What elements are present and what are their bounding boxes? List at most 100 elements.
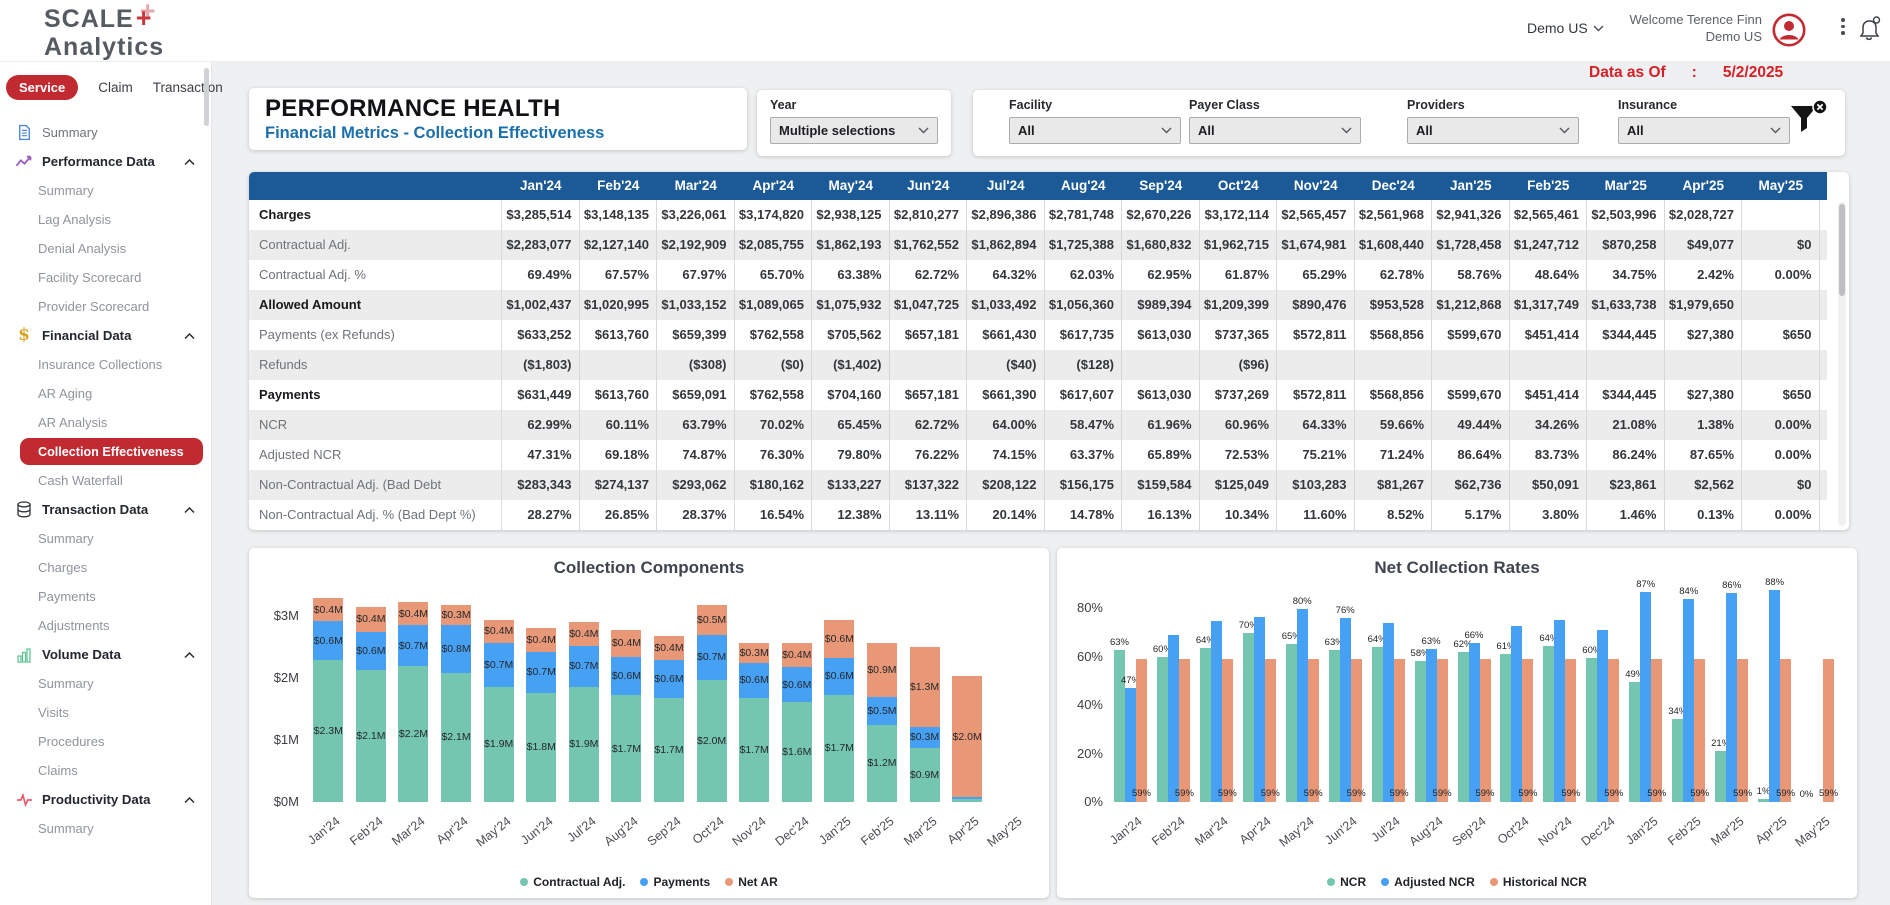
bar-historical-ncr[interactable]	[1737, 659, 1749, 802]
insurance-filter-dropdown[interactable]: All	[1618, 117, 1790, 144]
sidebar-subitem-summary[interactable]: Summary	[0, 176, 211, 205]
bar-segment-net-ar[interactable]	[739, 642, 770, 663]
bar-historical-ncr[interactable]	[1608, 659, 1620, 802]
payer-class-filter-dropdown[interactable]: All	[1189, 117, 1361, 144]
bar-ncr[interactable]	[1371, 647, 1383, 802]
tab-transaction[interactable]: Transaction	[152, 80, 223, 95]
sidebar-subitem-summary[interactable]: Summary	[0, 814, 211, 843]
chevron-up-icon[interactable]	[184, 153, 195, 171]
bar-segment-net-ar[interactable]	[568, 622, 599, 646]
bar-historical-ncr[interactable]	[1436, 659, 1448, 802]
bar-segment-contractual-adj-[interactable]	[866, 724, 897, 802]
bar-segment-payments[interactable]	[483, 642, 514, 687]
bar-ncr[interactable]	[1672, 719, 1684, 802]
bar-segment-net-ar[interactable]	[866, 642, 897, 697]
bar-historical-ncr[interactable]	[1135, 659, 1147, 802]
table-scrollbar-thumb[interactable]	[1839, 204, 1845, 296]
bar-adjusted-ncr[interactable]	[1339, 617, 1351, 802]
bar-segment-net-ar[interactable]	[952, 676, 983, 798]
bar-segment-contractual-adj-[interactable]	[355, 670, 386, 802]
bar-segment-payments[interactable]	[866, 696, 897, 725]
sidebar-subitem-payments[interactable]: Payments	[0, 582, 211, 611]
sidebar-subitem-provider-scorecard[interactable]: Provider Scorecard	[0, 292, 211, 321]
providers-filter-dropdown[interactable]: All	[1407, 117, 1579, 144]
sidebar-subitem-visits[interactable]: Visits	[0, 698, 211, 727]
bar-segment-contractual-adj-[interactable]	[781, 702, 812, 802]
clear-filters-funnel-icon[interactable]	[1787, 98, 1831, 145]
bar-segment-contractual-adj-[interactable]	[739, 698, 770, 802]
bar-segment-payments[interactable]	[696, 634, 727, 681]
bar-historical-ncr[interactable]	[1565, 659, 1577, 802]
more-options-icon[interactable]	[1836, 18, 1850, 44]
bar-ncr[interactable]	[1285, 643, 1297, 802]
bar-historical-ncr[interactable]	[1307, 659, 1319, 802]
bar-segment-contractual-adj-[interactable]	[526, 692, 557, 802]
bar-historical-ncr[interactable]	[1823, 659, 1835, 802]
bar-segment-payments[interactable]	[526, 651, 557, 693]
bar-segment-contractual-adj-[interactable]	[909, 748, 940, 802]
bar-ncr[interactable]	[1758, 798, 1770, 802]
bar-segment-contractual-adj-[interactable]	[654, 697, 684, 802]
sidebar-subitem-summary[interactable]: Summary	[0, 524, 211, 553]
bar-segment-net-ar[interactable]	[441, 605, 472, 626]
bar-historical-ncr[interactable]	[1350, 659, 1362, 802]
bar-segment-payments[interactable]	[781, 667, 812, 703]
year-filter-dropdown[interactable]: Multiple selections	[770, 117, 938, 144]
sidebar-item-summary[interactable]: Summary	[0, 118, 211, 147]
bar-segment-contractual-adj-[interactable]	[696, 680, 727, 802]
bar-historical-ncr[interactable]	[1522, 659, 1534, 802]
sidebar-subitem-collection-effectiveness[interactable]: Collection Effectiveness	[20, 438, 203, 465]
sidebar-subitem-lag-analysis[interactable]: Lag Analysis	[0, 205, 211, 234]
bar-adjusted-ncr[interactable]	[1382, 622, 1394, 802]
bar-ncr[interactable]	[1199, 647, 1211, 802]
bar-segment-net-ar[interactable]	[355, 606, 386, 633]
bar-historical-ncr[interactable]	[1479, 659, 1491, 802]
notifications-bell-icon[interactable]	[1858, 16, 1882, 47]
bar-adjusted-ncr[interactable]	[1640, 592, 1652, 802]
sidebar-item-financial-data[interactable]: $ Financial Data	[0, 321, 211, 350]
sidebar-item-transaction-data[interactable]: Transaction Data	[0, 495, 211, 524]
sidebar-subitem-denial-analysis[interactable]: Denial Analysis	[0, 234, 211, 263]
bar-segment-payments[interactable]	[441, 625, 472, 673]
chevron-up-icon[interactable]	[184, 646, 195, 664]
bar-segment-payments[interactable]	[824, 657, 855, 695]
bar-segment-net-ar[interactable]	[696, 605, 727, 635]
bar-segment-net-ar[interactable]	[313, 598, 344, 622]
bar-ncr[interactable]	[1629, 682, 1641, 802]
sidebar-item-productivity-data[interactable]: Productivity Data	[0, 785, 211, 814]
bar-adjusted-ncr[interactable]	[1124, 687, 1136, 802]
bar-adjusted-ncr[interactable]	[1769, 589, 1781, 802]
bar-historical-ncr[interactable]	[1780, 659, 1792, 802]
bar-segment-contractual-adj-[interactable]	[824, 694, 855, 802]
bar-adjusted-ncr[interactable]	[1468, 642, 1480, 802]
bar-segment-net-ar[interactable]	[611, 629, 642, 657]
sidebar-subitem-ar-aging[interactable]: AR Aging	[0, 379, 211, 408]
bar-segment-payments[interactable]	[739, 662, 770, 699]
bar-adjusted-ncr[interactable]	[1726, 593, 1738, 802]
bar-ncr[interactable]	[1156, 656, 1168, 802]
bar-historical-ncr[interactable]	[1221, 659, 1233, 802]
bar-segment-contractual-adj-[interactable]	[313, 660, 344, 802]
sidebar-subitem-adjustments[interactable]: Adjustments	[0, 611, 211, 640]
bar-adjusted-ncr[interactable]	[1425, 648, 1437, 802]
chevron-up-icon[interactable]	[184, 791, 195, 809]
bar-historical-ncr[interactable]	[1178, 659, 1190, 802]
bar-adjusted-ncr[interactable]	[1597, 629, 1609, 802]
chevron-up-icon[interactable]	[184, 327, 195, 345]
bar-segment-payments[interactable]	[398, 625, 429, 667]
bar-ncr[interactable]	[1457, 652, 1469, 802]
bar-segment-payments[interactable]	[568, 645, 599, 687]
bar-segment-net-ar[interactable]	[824, 619, 855, 658]
bar-segment-net-ar[interactable]	[909, 646, 940, 727]
tab-claim[interactable]: Claim	[98, 80, 133, 95]
bar-segment-net-ar[interactable]	[398, 602, 429, 626]
sidebar-subitem-insurance-collections[interactable]: Insurance Collections	[0, 350, 211, 379]
bar-segment-payments[interactable]	[313, 621, 344, 661]
chevron-up-icon[interactable]	[184, 501, 195, 519]
bar-segment-contractual-adj-[interactable]	[441, 672, 472, 802]
bar-ncr[interactable]	[1113, 649, 1125, 802]
user-avatar-icon[interactable]	[1772, 13, 1806, 47]
bar-segment-net-ar[interactable]	[483, 619, 514, 643]
bar-adjusted-ncr[interactable]	[1167, 634, 1179, 802]
bar-segment-payments[interactable]	[611, 656, 642, 696]
